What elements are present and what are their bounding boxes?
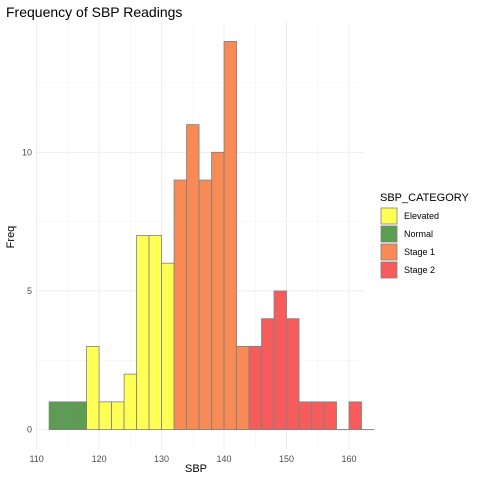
histogram-bar [223, 41, 237, 430]
histogram-bar [248, 346, 262, 430]
chart-title: Frequency of SBP Readings [6, 4, 182, 20]
x-tick-label: 150 [279, 454, 294, 464]
x-axis-ticks: 110 120 130 140 150 160 [29, 454, 356, 464]
histogram-bar [98, 401, 112, 430]
histogram-bar [111, 401, 125, 430]
histogram-bar [136, 235, 150, 430]
histogram-bar [86, 346, 100, 430]
legend-key [380, 207, 398, 225]
histogram-bar [273, 290, 287, 430]
y-tick-label: 0 [27, 425, 32, 435]
histogram-bar [348, 401, 362, 430]
legend-key [380, 261, 398, 279]
histogram-bar [236, 346, 250, 430]
legend-key [380, 225, 398, 243]
histogram-bar [186, 124, 200, 430]
histogram-bar [148, 235, 162, 430]
histogram-bar [123, 373, 137, 430]
legend-key [380, 243, 398, 261]
y-axis-ticks: 0 5 10 [22, 147, 32, 434]
histogram-bar [198, 179, 212, 430]
x-axis-title: SBP [185, 463, 207, 475]
y-axis-title: Freq [5, 226, 17, 249]
x-tick-label: 160 [341, 454, 356, 464]
legend-label: Stage 1 [404, 247, 435, 257]
histogram-bar [323, 401, 337, 430]
legend: SBP_CATEGORY Elevated Normal Stage 1 Stage … [380, 192, 470, 279]
histogram-bar [261, 318, 275, 430]
x-tick-label: 120 [92, 454, 107, 464]
histogram-bar [161, 262, 175, 430]
histogram-bar [298, 401, 312, 430]
histogram-bar [211, 151, 225, 430]
x-tick-label: 110 [29, 454, 43, 464]
bars-layer [48, 41, 374, 431]
legend-title: SBP_CATEGORY [380, 192, 470, 204]
histogram-bar [61, 401, 75, 430]
legend-label: Stage 2 [404, 265, 435, 275]
histogram-bar [286, 318, 300, 430]
histogram-bar [311, 401, 325, 430]
y-tick-label: 10 [22, 147, 32, 157]
y-tick-label: 5 [27, 286, 32, 296]
histogram-bar [73, 401, 88, 430]
histogram-bar [173, 179, 187, 430]
legend-label: Normal [404, 229, 433, 239]
x-tick-label: 140 [217, 454, 232, 464]
legend-label: Elevated [404, 211, 439, 221]
x-tick-label: 130 [154, 454, 169, 464]
histogram-bar [48, 401, 63, 430]
